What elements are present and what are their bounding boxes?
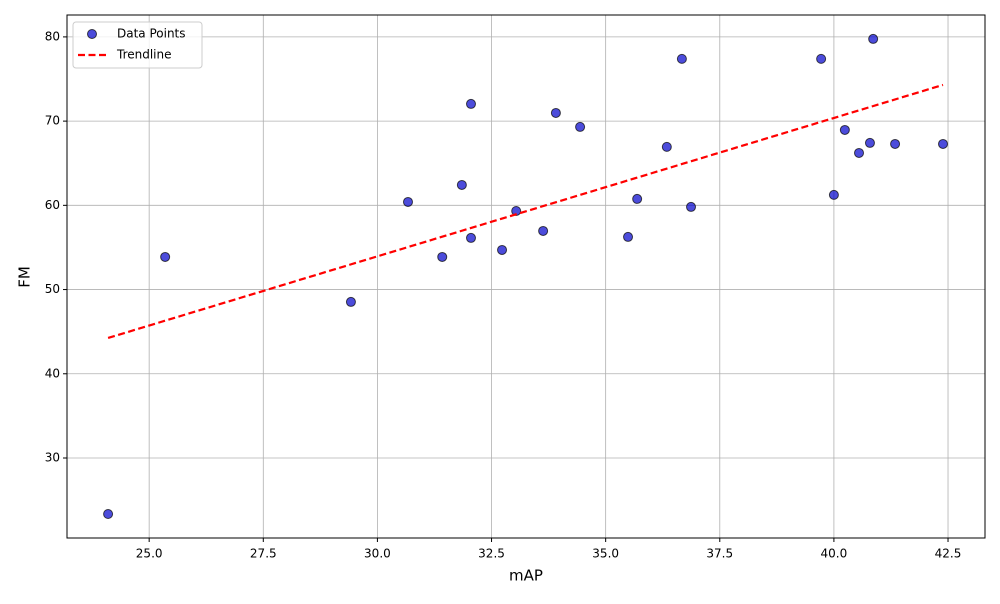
data-point	[538, 225, 549, 236]
data-point	[575, 121, 586, 132]
y-tick-label: 30	[45, 450, 60, 464]
x-tick-label: 40.0	[821, 547, 848, 561]
trendline	[107, 83, 944, 340]
data-point	[890, 138, 901, 149]
data-point	[456, 179, 467, 190]
data-point	[497, 244, 508, 255]
data-point	[465, 232, 476, 243]
data-point	[160, 251, 171, 262]
x-tick-label: 37.5	[706, 547, 733, 561]
data-point	[550, 107, 561, 118]
data-point	[465, 98, 476, 109]
x-tick-label: 25.0	[136, 547, 163, 561]
x-tick-label: 30.0	[364, 547, 391, 561]
x-tick-label: 42.5	[935, 547, 962, 561]
x-tick-label: 35.0	[592, 547, 619, 561]
data-point	[854, 147, 865, 158]
data-point	[676, 53, 687, 64]
y-axis-label: FM	[16, 266, 34, 288]
y-tick-label: 80	[45, 29, 60, 43]
data-point	[661, 141, 672, 152]
data-point	[839, 124, 850, 135]
legend-label: Trendline	[116, 48, 172, 62]
y-tick-label: 50	[45, 282, 60, 296]
data-point	[828, 189, 839, 200]
data-point	[864, 137, 875, 148]
y-tick-label: 70	[45, 114, 60, 128]
data-point	[938, 138, 949, 149]
data-point	[511, 205, 522, 216]
y-tick-label: 40	[45, 366, 60, 380]
data-point	[816, 53, 827, 64]
plot-frame	[66, 14, 986, 539]
legend-marker	[87, 29, 97, 39]
y-tick-label: 60	[45, 198, 60, 212]
legend-label: Data Points	[117, 27, 186, 41]
data-point	[632, 193, 643, 204]
data-point	[686, 201, 697, 212]
data-point	[345, 296, 356, 307]
legend-box	[72, 21, 203, 69]
data-point	[437, 251, 448, 262]
data-point	[868, 33, 879, 44]
x-axis-label: mAP	[509, 567, 543, 585]
data-point	[103, 508, 114, 519]
data-point	[623, 231, 634, 242]
data-point	[402, 196, 413, 207]
x-tick-label: 32.5	[478, 547, 505, 561]
x-tick-label: 27.5	[250, 547, 277, 561]
